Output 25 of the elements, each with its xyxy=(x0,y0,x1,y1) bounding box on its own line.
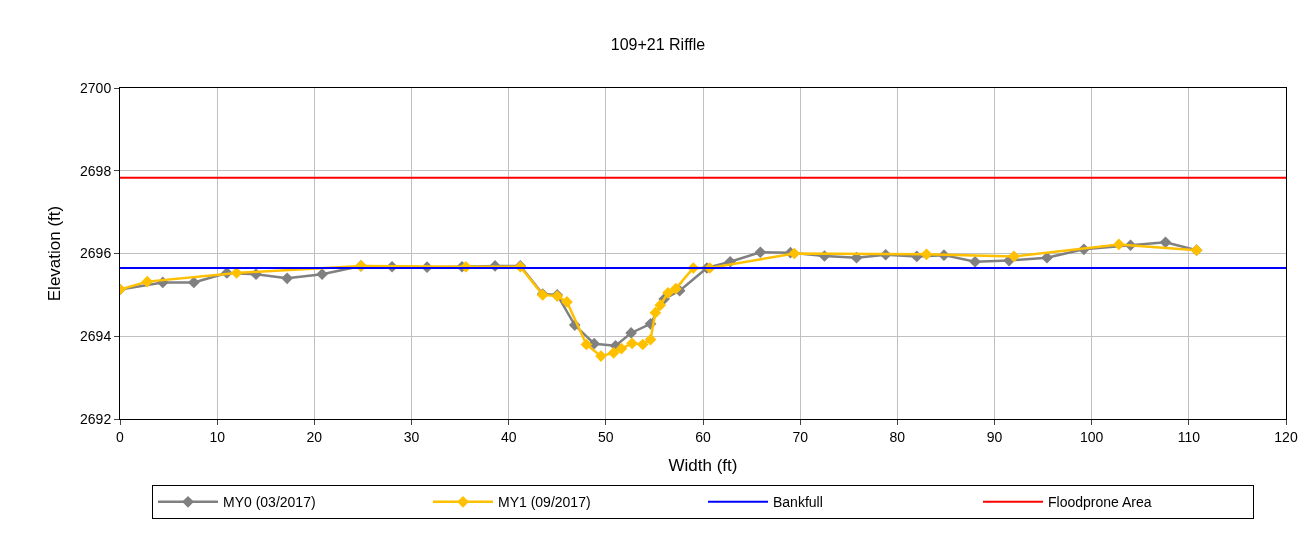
x-tick-label: 20 xyxy=(306,428,323,445)
y-tick-label: 2692 xyxy=(80,410,112,427)
x-tick-label: 110 xyxy=(1177,428,1201,445)
x-tick-label: 70 xyxy=(792,428,809,445)
y-axis-title: Elevation (ft) xyxy=(44,205,64,302)
y-tick-label: 2700 xyxy=(80,79,112,96)
x-tick-label: 60 xyxy=(695,428,711,445)
x-axis-title: Width (ft) xyxy=(668,456,738,476)
chart-title: 109+21 Riffle xyxy=(610,35,706,53)
x-tick-label: 100 xyxy=(1079,428,1104,445)
x-tick-label: 40 xyxy=(500,428,517,445)
x-tick-label: 10 xyxy=(209,428,226,445)
x-tick-label: 30 xyxy=(403,428,420,445)
legend-label: Bankfull xyxy=(773,494,823,511)
legend-label: Floodprone Area xyxy=(1048,494,1152,511)
x-tick-label: 80 xyxy=(889,428,906,445)
x-tick-label: 50 xyxy=(598,428,614,445)
legend-label: MY0 (03/2017) xyxy=(223,494,316,511)
x-tick-label: 0 xyxy=(116,428,125,445)
y-tick-label: 2694 xyxy=(80,328,112,345)
x-tick-label: 90 xyxy=(986,428,1003,445)
y-tick-label: 2698 xyxy=(80,162,112,179)
x-tick-label: 120 xyxy=(1274,428,1298,445)
y-tick-label: 2696 xyxy=(80,245,112,262)
legend-label: MY1 (09/2017) xyxy=(498,494,591,511)
